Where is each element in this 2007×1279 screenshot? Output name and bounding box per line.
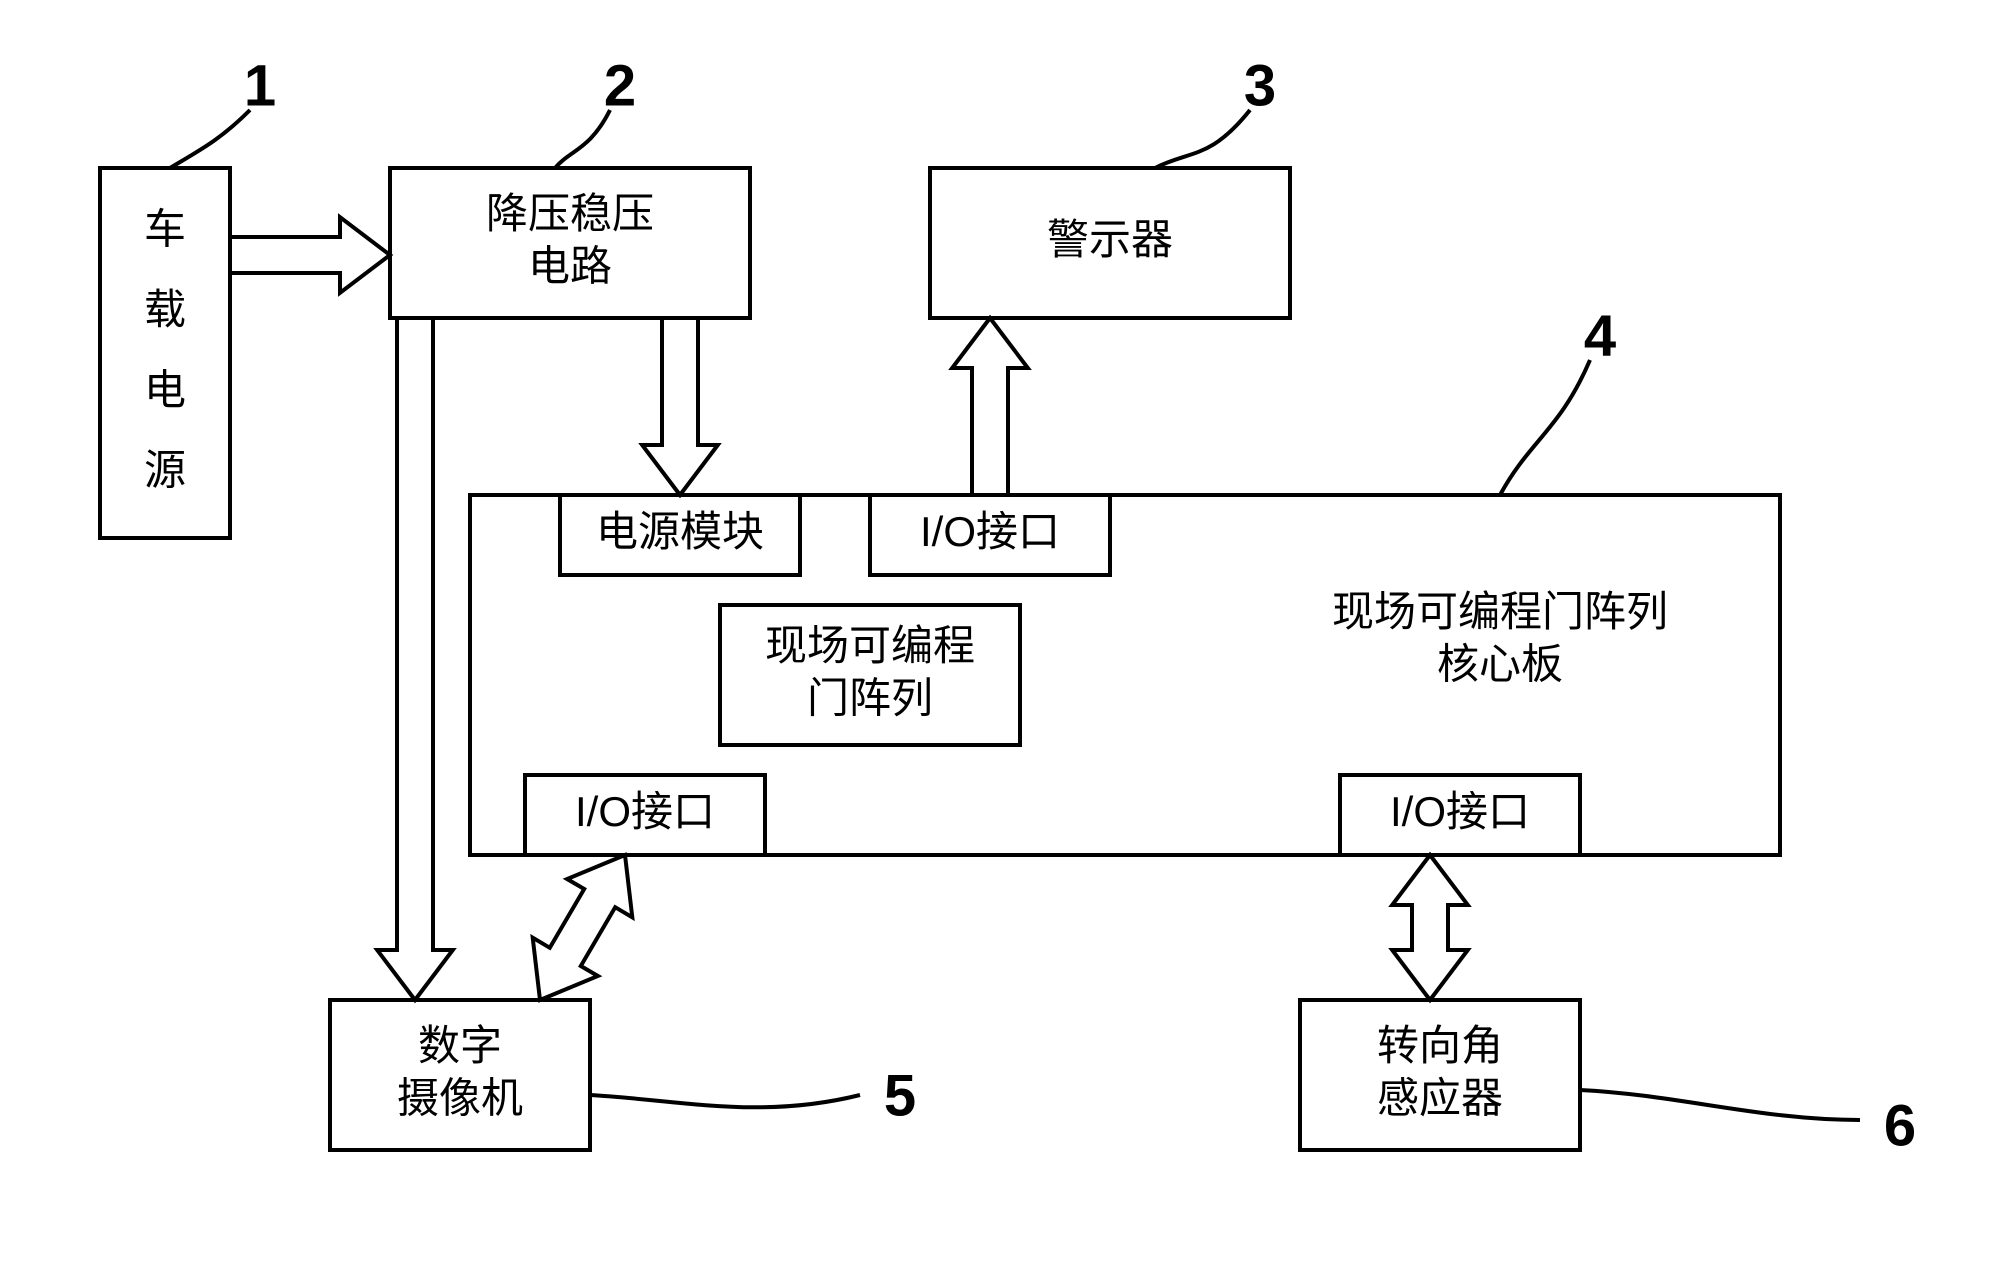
callout-2: 2 (604, 53, 636, 118)
block-b4-title: 现场可编程门阵列 (1332, 588, 1668, 635)
callout-3: 3 (1244, 53, 1276, 118)
block-b4b-label: I/O接口 (920, 508, 1060, 555)
callout-4: 4 (1584, 303, 1616, 368)
block-b4c-label: 现场可编程 (765, 622, 975, 669)
block-b6-label: 转向角 (1377, 1022, 1503, 1069)
block-b5-label: 数字 (418, 1022, 502, 1069)
block-b4a-label: 电源模块 (596, 508, 764, 555)
block-b4-title: 核心板 (1437, 641, 1563, 688)
block-b1-label: 源 (144, 447, 186, 494)
block-b3-label: 警示器 (1047, 216, 1173, 263)
block-b4c-label: 门阵列 (807, 674, 933, 721)
block-b6-label: 感应器 (1377, 1074, 1503, 1121)
block-b2-label: 电路 (528, 242, 612, 289)
block-b4d-label: I/O接口 (575, 788, 715, 835)
block-b1-label: 电 (144, 366, 186, 413)
block-b4e-label: I/O接口 (1390, 788, 1530, 835)
block-b5-label: 摄像机 (397, 1074, 523, 1121)
callout-5: 5 (884, 1063, 916, 1128)
block-b2-label: 降压稳压 (486, 190, 654, 237)
callout-6: 6 (1884, 1093, 1916, 1158)
callout-1: 1 (244, 53, 276, 118)
block-b1-label: 车 (144, 205, 186, 252)
block-b1-label: 载 (144, 286, 186, 333)
